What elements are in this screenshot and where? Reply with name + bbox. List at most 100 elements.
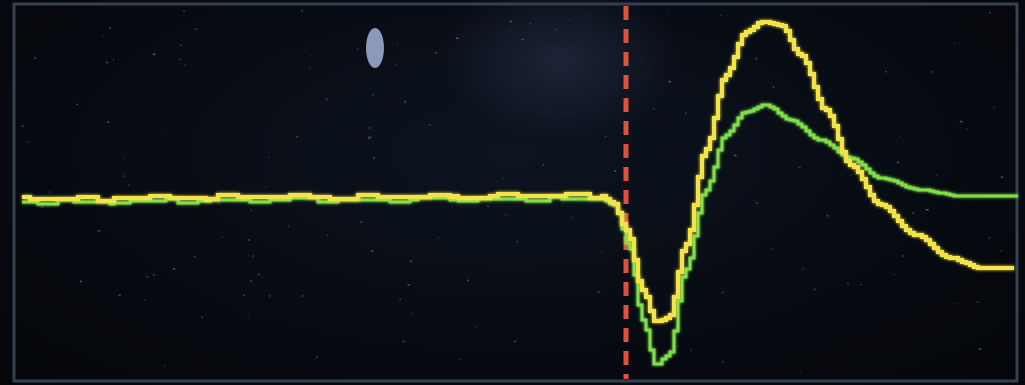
speckle: [604, 135, 607, 138]
speckle: [1008, 15, 1010, 17]
speckle: [242, 294, 245, 297]
speckle: [965, 128, 968, 131]
speckle: [247, 239, 251, 241]
speckle: [720, 14, 722, 17]
speckle: [48, 191, 51, 193]
speckle: [97, 230, 101, 232]
speckle: [685, 112, 687, 114]
speckle: [288, 225, 290, 228]
speckle: [268, 156, 271, 159]
speckle: [368, 137, 370, 140]
speckle: [372, 94, 374, 96]
speckle: [733, 154, 737, 157]
speckle: [178, 58, 182, 61]
speckle: [570, 217, 573, 219]
speckle: [326, 234, 328, 237]
speckle: [901, 255, 904, 257]
speckle: [668, 80, 671, 83]
speckle: [315, 356, 318, 358]
reflection-glare: [440, 0, 680, 140]
speckle: [301, 10, 303, 12]
speckle: [897, 161, 900, 164]
speckle: [109, 27, 112, 29]
speckle: [310, 55, 312, 57]
speckle: [179, 44, 183, 47]
speckle: [509, 29, 511, 31]
speckle: [905, 217, 907, 219]
speckle: [309, 66, 311, 69]
speckle: [369, 127, 371, 129]
speckle: [893, 273, 895, 275]
speckle: [690, 349, 692, 351]
speckle: [771, 248, 773, 250]
speckle: [143, 299, 147, 301]
speckle: [146, 275, 149, 278]
speckle: [859, 284, 862, 286]
speckle: [250, 209, 252, 212]
speckle: [257, 273, 260, 276]
speckle: [953, 42, 956, 45]
speckle: [26, 141, 30, 143]
speckle: [755, 202, 758, 204]
speckle: [976, 301, 980, 303]
speckle: [184, 64, 186, 66]
speckle: [164, 364, 166, 367]
speckle: [826, 214, 829, 217]
speckle: [597, 291, 600, 293]
speckle: [850, 174, 852, 176]
speckle: [529, 22, 532, 25]
speckle: [772, 86, 775, 88]
speckle: [475, 326, 477, 328]
speckle: [152, 53, 156, 56]
speckle: [265, 186, 267, 188]
speckle: [798, 166, 801, 168]
speckle: [600, 251, 603, 253]
speckle: [721, 291, 724, 294]
speckle: [218, 202, 220, 205]
speckle: [268, 295, 271, 297]
speckle: [513, 340, 517, 343]
speckle: [885, 71, 887, 73]
speckle: [667, 12, 669, 15]
speckle: [250, 280, 253, 282]
speckle: [221, 236, 223, 238]
speckle: [956, 303, 959, 305]
speckle: [172, 268, 176, 270]
speckle: [152, 274, 155, 276]
speckle: [194, 28, 198, 30]
speckle: [516, 240, 518, 243]
speckle: [122, 175, 125, 177]
speckle: [1000, 176, 1004, 178]
speckle: [542, 163, 545, 166]
speckle: [521, 38, 525, 41]
reflection-highlight: [366, 28, 384, 68]
speckle: [371, 250, 374, 252]
speckle: [80, 280, 82, 283]
speckle: [555, 29, 557, 31]
speckle: [113, 58, 114, 61]
speckle: [813, 288, 817, 291]
speckle: [128, 184, 130, 186]
speckle: [1000, 250, 1002, 252]
speckle: [569, 18, 571, 21]
speckle: [988, 237, 991, 239]
speckle: [373, 157, 376, 159]
yellow-trace: [22, 20, 1014, 323]
speckle: [652, 107, 655, 110]
speckle: [935, 174, 938, 176]
speckle: [123, 157, 126, 160]
speckle: [459, 358, 462, 361]
speckle: [182, 10, 186, 12]
speckle: [409, 260, 413, 262]
speckle: [993, 106, 995, 109]
speckle: [106, 61, 108, 64]
speckle: [486, 205, 490, 207]
speckle: [402, 340, 405, 343]
speckle: [437, 237, 440, 239]
speckle: [396, 43, 399, 45]
speckle: [677, 345, 679, 347]
speckle: [509, 20, 512, 23]
speckle: [931, 71, 933, 73]
speckle: [802, 268, 804, 270]
